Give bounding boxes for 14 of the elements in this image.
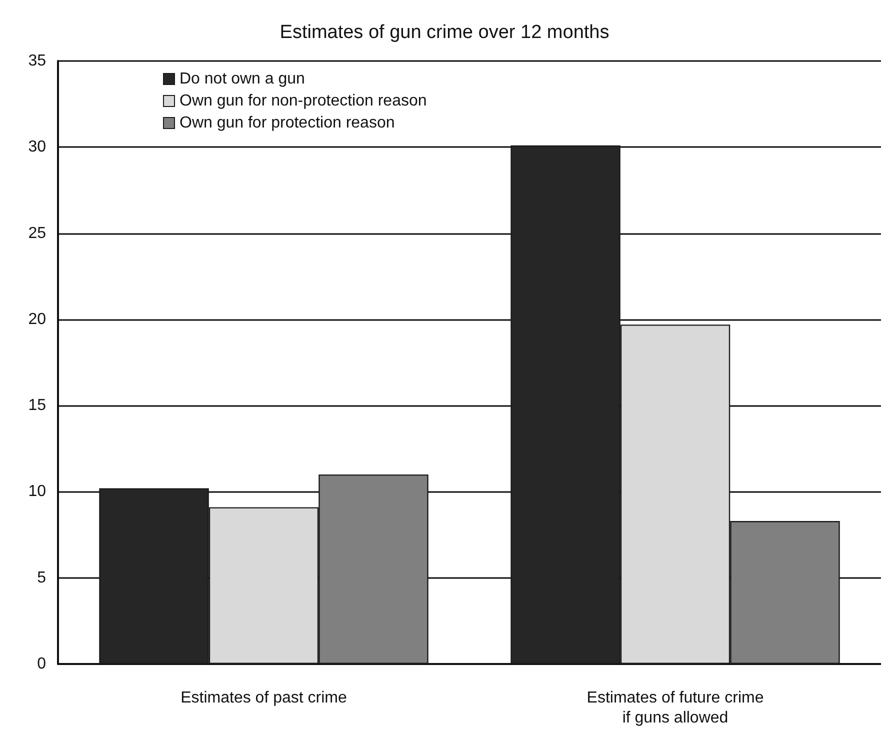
y-tick-label: 25 (28, 224, 46, 242)
y-tick-label: 15 (28, 397, 46, 414)
y-tick-label: 35 (28, 52, 46, 70)
y-tick-label: 10 (28, 483, 46, 500)
legend-label: Do not own a gun (180, 70, 305, 88)
x-tick-label: Estimates of past crime (180, 690, 347, 706)
y-tick-label: 30 (28, 138, 46, 156)
y-tick-label: 20 (28, 310, 46, 328)
y-tick-label: 0 (37, 656, 46, 672)
chart-title: Estimates of gun crime over 12 months (280, 22, 610, 43)
legend-label: Own gun for protection reason (180, 114, 395, 132)
x-tick-label: Estimates of future crime if guns allowed (586, 690, 764, 726)
y-tick-label: 5 (37, 569, 46, 586)
legend-label: Own gun for non-protection reason (180, 92, 427, 110)
